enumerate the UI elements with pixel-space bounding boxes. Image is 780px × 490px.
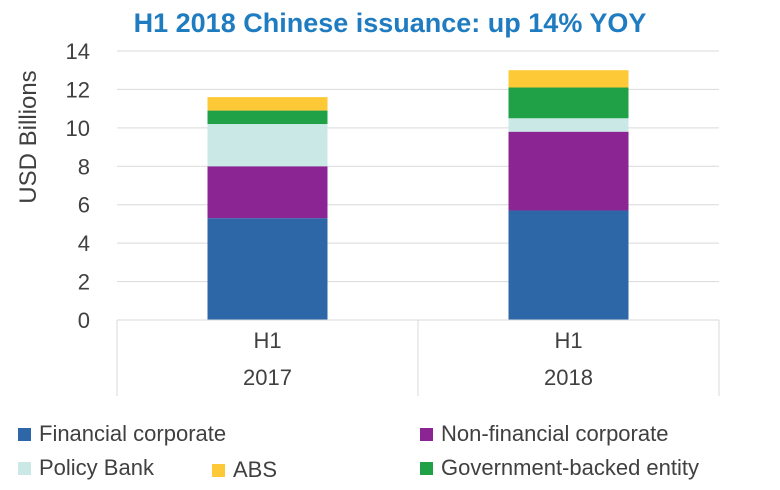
legend-label: ABS [233,457,278,482]
bar-segment [207,110,328,125]
legend-label: Policy Bank [39,455,154,480]
y-tick-label: 6 [78,193,90,218]
bar-segment [508,70,629,88]
legend-swatch [420,461,433,475]
y-tick-label: 0 [78,308,90,333]
y-tick-label: 8 [78,154,90,179]
legend-swatch [420,427,433,441]
legend-swatch [18,461,31,475]
legend-label: Non-financial corporate [441,421,669,446]
bar-segment [207,218,328,320]
y-axis-label: USD Billions [15,70,42,203]
legend-item: Financial corporate [18,421,226,447]
bar-segment [207,97,328,111]
bar-segment [508,87,629,119]
x-tick-label: 2017 [243,365,292,390]
legend-item: ABS [212,457,277,483]
bar-segment [207,166,328,219]
y-tick-label: 2 [78,270,90,295]
x-tick-label: H1 [253,328,281,353]
legend-label: Government-backed entity [441,455,700,480]
bar-segment [508,210,629,320]
gridlines [117,50,719,321]
chart-title: H1 2018 Chinese issuance: up 14% YOY [133,8,647,38]
legend-item: Non-financial corporate [420,421,668,447]
legend-swatch [18,427,31,441]
legend-item: Government-backed entity [420,455,699,481]
x-tick-label: 2018 [544,365,593,390]
bar-segment [508,118,629,132]
legend-item: Policy Bank [18,455,154,481]
y-tick-label: 10 [66,116,90,141]
y-tick-label: 4 [78,231,90,256]
legend: Financial corporate Non-financial corpora… [0,410,780,490]
y-tick-label: 12 [66,77,90,102]
stacked-bar-chart: 0 2 4 6 8 10 12 14 USD Billions H1 2017 H1 2018 [15,39,720,396]
bar-segment [207,124,328,167]
bar-segment [508,131,629,211]
x-tick-label: H1 [554,328,582,353]
legend-label: Financial corporate [39,421,227,446]
bars [207,70,629,320]
y-axis-ticks: 0 2 4 6 8 10 12 14 [66,39,90,333]
y-tick-label: 14 [66,39,90,64]
x-axis: H1 2017 H1 2018 [116,319,720,396]
legend-swatch [212,463,225,477]
